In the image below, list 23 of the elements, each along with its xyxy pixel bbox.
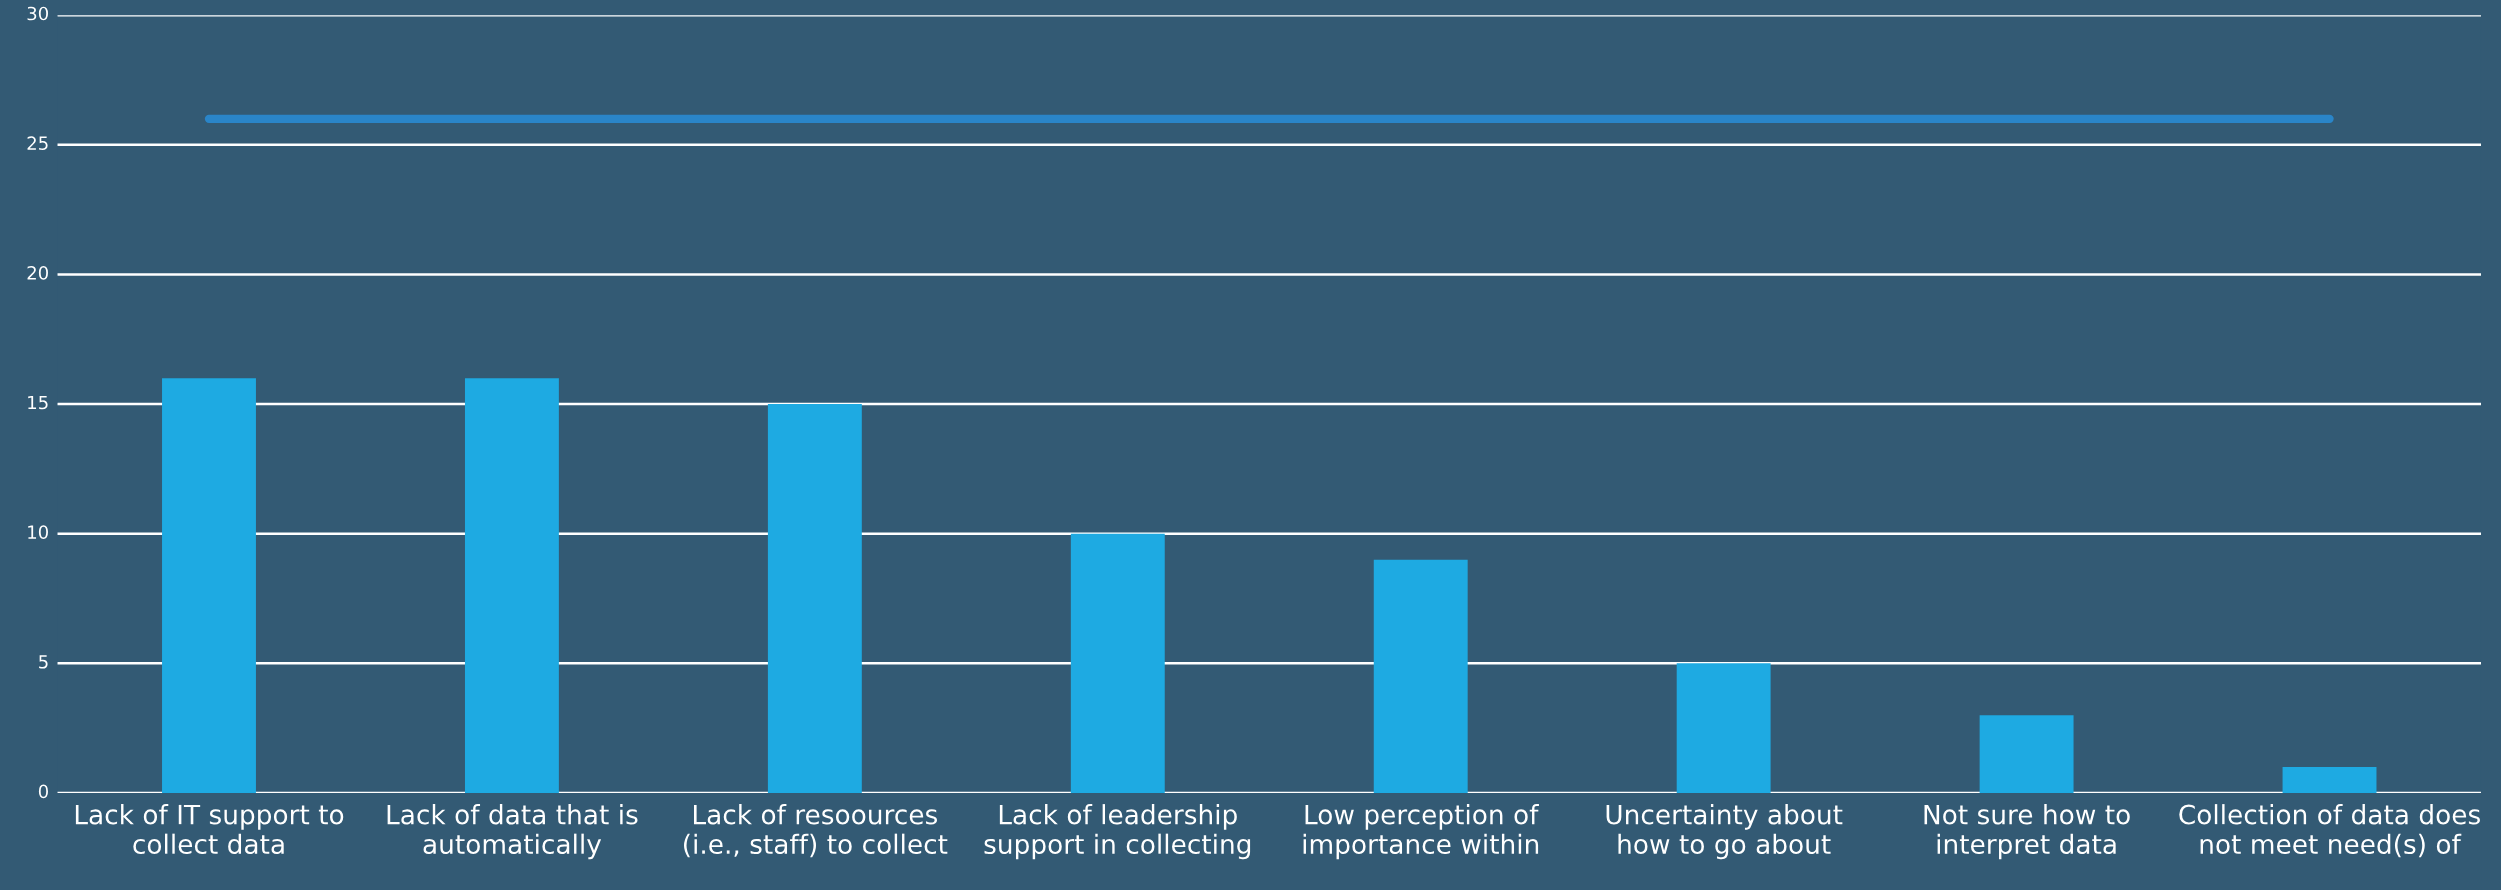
x-tick-label: Uncertainty about how to go about [1606,804,1843,860]
bar [464,378,559,793]
y-tick-label: 10 [28,525,48,539]
y-tick-label: 0 [38,784,48,799]
y-tick-label: 20 [27,266,48,280]
x-tick-label: Lack of resoources (i.e., staff) to collect [684,804,948,858]
x-tick-label: Lack of leadership support in collecting [984,804,1251,860]
bar [1070,533,1165,793]
bar [1373,559,1468,793]
bar [2282,767,2377,793]
bar [162,378,256,793]
y-tick-label: 30 [27,6,48,21]
y-tick-label: 5 [39,655,48,669]
x-tick-label: Lack of data that is automatically [387,804,638,860]
bar [1979,715,2074,793]
bar [767,404,862,793]
y-tick-label: 15 [28,395,48,410]
bar [1676,663,1771,793]
x-tick-label: Low perception of importance within [1303,804,1539,860]
x-tick-label: Collection of data does not meet need(s) of [2179,804,2480,858]
y-tick-label: 25 [27,136,48,151]
x-tick-label: Not sure how to interpret data [1924,804,2130,860]
x-tick-label: Lack of IT support to collect data [75,804,344,855]
